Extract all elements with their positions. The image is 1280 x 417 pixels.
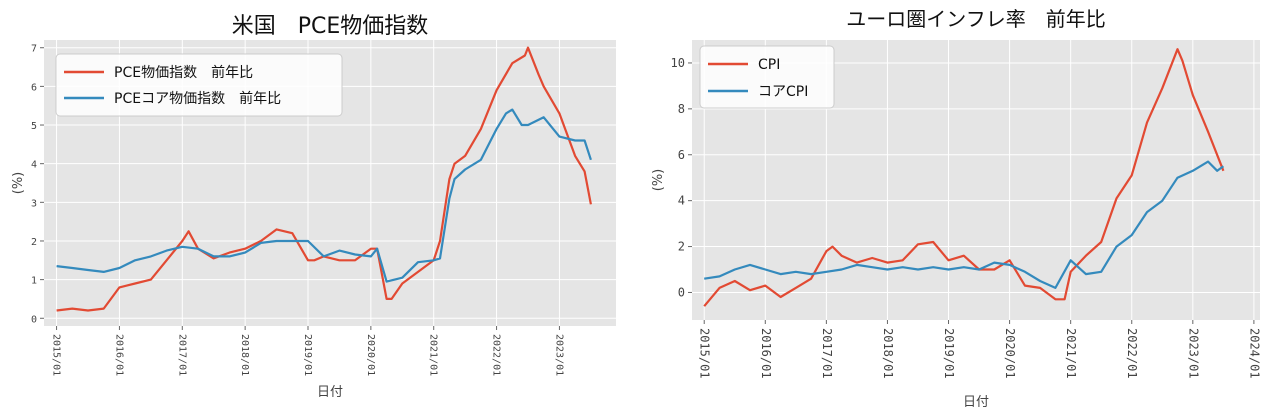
y-tick-label: 2 bbox=[678, 240, 685, 254]
chart-title: 米国 PCE物価指数 bbox=[232, 14, 429, 39]
y-tick-label: 4 bbox=[678, 194, 685, 208]
x-tick-label: 2017/01 bbox=[176, 334, 187, 376]
x-tick-label: 2022/01 bbox=[1125, 328, 1139, 379]
y-tick-label: 1 bbox=[31, 276, 37, 287]
chart-2: 0 2 4 6 8 10 2015/01 2016/01 2017/01 2018/01 2019/… bbox=[651, 7, 1261, 410]
chart-1: 0 1 2 3 4 5 6 7 2015/01 2016/01 2017/01 2018/01 2019… bbox=[11, 14, 616, 400]
y-tick-label: 0 bbox=[678, 285, 685, 299]
y-tick-label: 2 bbox=[31, 237, 37, 248]
y-tick-label: 6 bbox=[678, 148, 685, 162]
x-tick-label: 2020/01 bbox=[365, 334, 376, 376]
x-tick-label: 2023/01 bbox=[1186, 328, 1200, 379]
legend: PCE物価指数 前年比 PCEコア物価指数 前年比 bbox=[55, 53, 343, 117]
x-tick-label: 2016/01 bbox=[759, 328, 773, 379]
y-tick-label: 10 bbox=[671, 56, 685, 70]
x-tick-label: 2019/01 bbox=[942, 328, 956, 379]
x-tick-label: 2022/01 bbox=[491, 334, 502, 376]
legend-label-1: CPI bbox=[758, 57, 780, 73]
x-tick-label: 2017/01 bbox=[820, 328, 834, 379]
x-tick-label: 2015/01 bbox=[698, 328, 712, 379]
x-tick-label: 2019/01 bbox=[302, 334, 313, 376]
series-line-2 bbox=[704, 160, 1225, 289]
series-line-2 bbox=[56, 108, 592, 283]
x-tick-label: 2018/01 bbox=[239, 334, 250, 376]
y-tick-label: 5 bbox=[31, 121, 37, 132]
y-tick-label: 0 bbox=[31, 314, 37, 325]
chart-title: ユーロ圏インフレ率 前年比 bbox=[846, 7, 1105, 31]
y-tick-label: 3 bbox=[31, 198, 37, 209]
x-tick-label: 2023/01 bbox=[553, 334, 564, 376]
legend-label-2: コアCPI bbox=[758, 84, 808, 100]
x-tick-label: 2018/01 bbox=[881, 328, 895, 379]
legend: CPI コアCPI bbox=[699, 45, 835, 109]
y-tick-label: 7 bbox=[31, 44, 37, 55]
x-tick-label: 2021/01 bbox=[428, 334, 439, 376]
y-axis-label: (%) bbox=[11, 172, 26, 195]
legend-box bbox=[55, 53, 343, 117]
x-tick-label: 2016/01 bbox=[113, 334, 124, 376]
x-axis-label: 日付 bbox=[963, 395, 989, 410]
legend-label-2: PCEコア物価指数 前年比 bbox=[114, 90, 281, 107]
legend-box bbox=[699, 45, 835, 109]
x-tick-label: 2024/01 bbox=[1247, 328, 1261, 379]
y-axis-label: (%) bbox=[651, 169, 666, 192]
y-tick-label: 6 bbox=[31, 82, 37, 93]
x-tick-label: 2021/01 bbox=[1064, 328, 1078, 379]
x-axis-label: 日付 bbox=[317, 385, 343, 400]
legend-label-1: PCE物価指数 前年比 bbox=[114, 64, 253, 81]
y-tick-label: 8 bbox=[678, 102, 685, 116]
y-tick-label: 4 bbox=[31, 160, 37, 171]
series-line-1 bbox=[703, 48, 1225, 307]
x-tick-label: 2020/01 bbox=[1003, 328, 1017, 379]
x-tick-label: 2015/01 bbox=[51, 334, 62, 376]
